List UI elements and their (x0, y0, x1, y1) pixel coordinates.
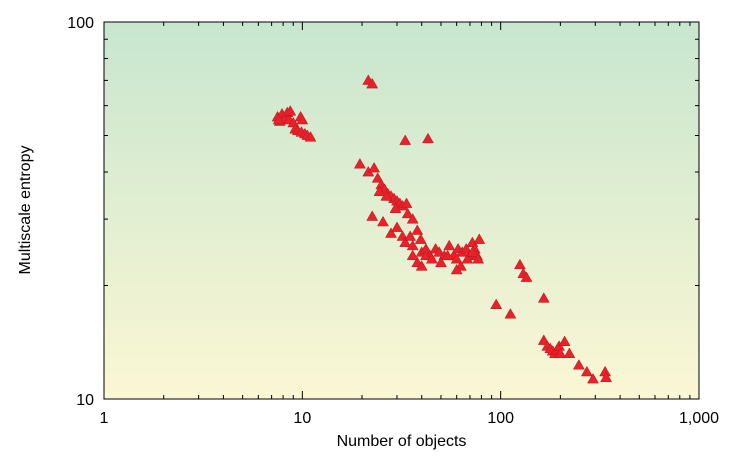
data-point (406, 249, 419, 261)
data-point (580, 365, 593, 377)
data-point (272, 113, 285, 125)
data-point (520, 271, 533, 282)
data-point (391, 221, 403, 232)
data-point (473, 233, 486, 244)
data-point (435, 256, 447, 268)
data-point (460, 242, 473, 254)
y-axis-title: Multiscale entropy (17, 146, 34, 275)
data-point (422, 132, 434, 144)
data-point (304, 131, 317, 142)
data-point (296, 113, 309, 125)
plot-area (104, 22, 699, 399)
data-point (284, 105, 297, 116)
data-point (461, 253, 474, 264)
data-point (425, 253, 438, 264)
data-point (558, 335, 571, 346)
x-axis-title: Number of objects (337, 433, 467, 450)
data-point (400, 197, 413, 208)
y-tick-label: 10 (76, 392, 94, 409)
data-point (401, 207, 414, 219)
data-point (513, 258, 526, 270)
data-point (371, 172, 384, 183)
data-point (406, 213, 419, 224)
data-point (389, 202, 402, 213)
x-tick-label: 10 (293, 410, 311, 427)
x-tick-label: 100 (487, 410, 514, 427)
axis-ticks: 1 10 100 1,000 10 100 (67, 15, 719, 427)
y-tick-label: 100 (67, 15, 94, 32)
data-point (450, 253, 463, 264)
data-point (443, 239, 456, 251)
data-point (572, 359, 585, 370)
data-point (353, 157, 366, 169)
data-point (450, 263, 463, 275)
data-point (504, 308, 517, 319)
data-point (554, 347, 567, 358)
data-point (385, 227, 397, 238)
data-point (411, 224, 424, 235)
data-point (466, 246, 479, 257)
data-point (404, 230, 417, 241)
data-point (380, 190, 393, 201)
data-point (600, 371, 613, 382)
data-point (441, 249, 454, 261)
data-point (415, 260, 428, 271)
data-point (399, 236, 412, 247)
data-point (366, 210, 379, 221)
data-point (368, 161, 381, 173)
data-point (399, 134, 412, 145)
data-point (414, 233, 427, 244)
data-point (366, 77, 379, 89)
data-point (419, 249, 432, 261)
data-point (472, 253, 485, 264)
x-tick-label: 1 (100, 410, 109, 427)
data-point (537, 292, 550, 303)
plot-frame (103, 21, 700, 400)
data-point (377, 215, 389, 227)
data-point (587, 372, 599, 384)
data-point (563, 347, 576, 358)
data-point (490, 298, 503, 309)
data-point (373, 185, 386, 196)
data-points (271, 74, 613, 384)
x-tick-label: 1,000 (679, 410, 719, 427)
